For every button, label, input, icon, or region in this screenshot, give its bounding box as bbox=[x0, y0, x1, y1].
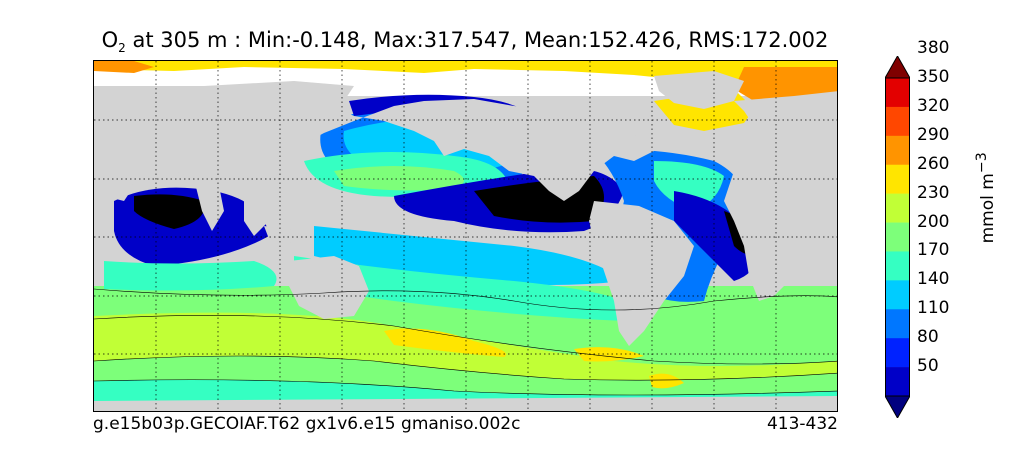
southern-yellow-patch-2 bbox=[574, 347, 644, 362]
colorbar-tick-label: 170 bbox=[917, 240, 950, 261]
units-text: mmol m bbox=[977, 173, 998, 244]
graticule bbox=[94, 61, 837, 411]
southern-yellow-patch-1 bbox=[384, 328, 506, 357]
ocean-oxygen-map bbox=[93, 60, 838, 412]
colorbar-tick-label: 320 bbox=[917, 95, 950, 116]
chart-title: O2 at 305 m : Min:-0.148, Max:317.547, M… bbox=[0, 28, 930, 55]
colorbar-tick-label: 290 bbox=[917, 124, 950, 145]
arctic-yellow bbox=[94, 61, 837, 87]
colorbar-level bbox=[885, 193, 910, 223]
colorbar-level bbox=[885, 164, 910, 194]
colorbar bbox=[885, 56, 910, 418]
north-america-land bbox=[94, 86, 654, 201]
colorbar-level bbox=[885, 338, 910, 368]
europe-land bbox=[734, 91, 837, 221]
colorbar-tick-label: 140 bbox=[917, 269, 950, 290]
colorbar-extend-bottom bbox=[885, 395, 910, 418]
greenland-land bbox=[654, 71, 744, 109]
colorbar-level bbox=[885, 78, 910, 108]
arctic-orange-west bbox=[94, 61, 154, 73]
colorbar-tick-label: 200 bbox=[917, 211, 950, 232]
north-pacific-green bbox=[334, 166, 464, 191]
colorbar-level bbox=[885, 367, 910, 397]
indochina-land bbox=[244, 186, 269, 236]
arabia-land bbox=[94, 171, 134, 201]
colorbar-tick-label: 50 bbox=[917, 356, 939, 377]
colorbar-units: mmol m−3 bbox=[974, 118, 998, 278]
east-atlantic-dark bbox=[674, 191, 757, 281]
colorbar-segments bbox=[885, 56, 910, 418]
colorbar-tick-label: 350 bbox=[917, 67, 950, 87]
title-stats: at 305 m : Min:-0.148, Max:317.547, Mean… bbox=[125, 28, 829, 52]
colorbar-tick-label: 380 bbox=[917, 38, 950, 59]
southern-yellow-patch-3 bbox=[649, 373, 684, 389]
colorbar-level bbox=[885, 106, 910, 137]
colorbar-level bbox=[885, 251, 910, 281]
colorbar-tick-label: 230 bbox=[917, 182, 950, 203]
nordic-orange bbox=[734, 67, 837, 101]
north-atlantic-aqua bbox=[654, 161, 724, 211]
contour-lines bbox=[94, 288, 837, 396]
title-species: O bbox=[101, 28, 119, 52]
india-land bbox=[194, 179, 224, 231]
arabian-sea-omz bbox=[134, 194, 205, 229]
indian-south-aqua bbox=[104, 261, 277, 291]
colorbar-extend-top bbox=[885, 56, 910, 79]
colorbar-tick-label: 260 bbox=[917, 153, 950, 174]
footer-years: 413-432 bbox=[766, 414, 838, 434]
title-species-subscript: 2 bbox=[118, 41, 126, 56]
australia-land bbox=[289, 256, 369, 319]
units-superscript: −3 bbox=[974, 152, 991, 174]
colorbar-level bbox=[885, 222, 910, 252]
colorbar-level bbox=[885, 135, 910, 166]
colorbar-tick-label: 80 bbox=[917, 327, 939, 348]
south-pacific-aqua bbox=[294, 256, 624, 321]
colorbar-level bbox=[885, 280, 910, 310]
south-america-land bbox=[589, 201, 694, 346]
map-svg bbox=[94, 61, 837, 411]
africa-land bbox=[724, 171, 819, 301]
indonesia-land bbox=[264, 226, 304, 243]
colorbar-tick-label: 110 bbox=[917, 298, 950, 319]
footer-run-name: g.e15b03p.GECOIAF.T62 gx1v6.e15 gmaniso.… bbox=[93, 414, 521, 434]
colorbar-level bbox=[885, 309, 910, 339]
asia-land bbox=[94, 81, 354, 191]
